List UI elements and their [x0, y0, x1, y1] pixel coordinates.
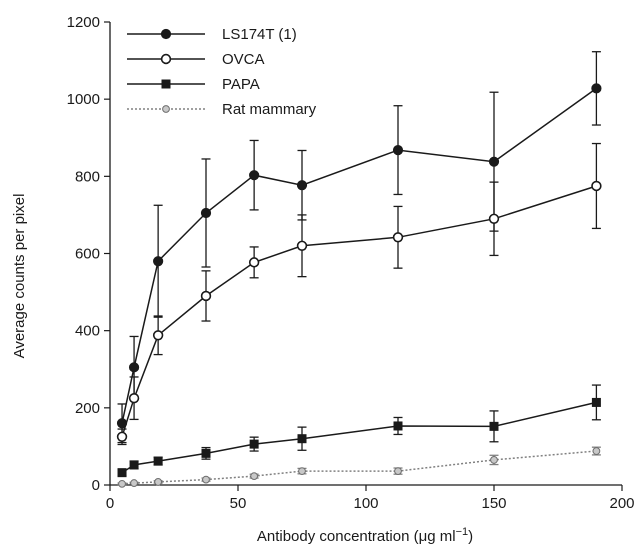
- y-tick-label: 200: [75, 400, 100, 417]
- x-axis-title-exponent: −1: [456, 526, 469, 538]
- series-rat-mammary: [117, 446, 601, 488]
- data-point: [591, 180, 602, 192]
- data-point: [161, 79, 171, 89]
- legend: LS174T (1) OVCA PAPA Rat mammary: [127, 26, 317, 118]
- data-point: [249, 170, 260, 181]
- y-tick-label: 1000: [67, 91, 100, 108]
- data-point: [592, 447, 601, 455]
- data-point: [201, 448, 211, 458]
- legend-item: PAPA: [127, 76, 260, 93]
- x-axis-title-main: Antibody concentration (μg ml: [257, 528, 456, 545]
- data-point: [200, 290, 212, 302]
- data-point: [117, 468, 127, 478]
- data-point: [154, 478, 163, 486]
- data-point: [393, 421, 403, 431]
- y-tick-label: 1200: [67, 14, 100, 31]
- data-point: [130, 479, 138, 487]
- data-point: [296, 240, 308, 251]
- data-point: [591, 83, 602, 94]
- x-tick-label: 150: [481, 495, 506, 512]
- x-tick-label: 0: [106, 495, 114, 512]
- series-line: [121, 185, 597, 438]
- data-point: [394, 467, 402, 476]
- data-point: [488, 213, 500, 224]
- legend-label: Rat mammary: [222, 101, 317, 118]
- series-layer: [116, 51, 602, 488]
- legend-label: PAPA: [222, 76, 260, 93]
- legend-label: LS174T (1): [222, 26, 297, 43]
- y-tick-label: 600: [75, 246, 100, 263]
- axes: [109, 22, 622, 486]
- data-point: [490, 456, 498, 464]
- y-tick-label: 800: [75, 168, 100, 185]
- x-axis-title: Antibody concentration (μg ml−1): [257, 526, 473, 545]
- x-tick-label: 100: [353, 495, 378, 512]
- data-point: [200, 207, 212, 219]
- series-ls174t-1: [116, 51, 602, 444]
- data-point: [128, 362, 140, 373]
- data-point: [202, 475, 210, 484]
- series-ovca: [116, 142, 602, 446]
- data-point: [162, 105, 170, 113]
- series-line: [121, 87, 597, 424]
- data-point: [128, 392, 140, 404]
- data-point: [248, 257, 260, 268]
- data-point: [118, 479, 126, 488]
- x-tick-label: 200: [609, 495, 634, 512]
- data-point: [488, 156, 500, 167]
- data-point: [392, 144, 404, 156]
- data-point: [152, 330, 164, 341]
- y-axis-title: Average counts per pixel: [11, 194, 28, 359]
- data-point: [296, 180, 308, 191]
- data-point: [129, 460, 139, 470]
- series-papa: [117, 384, 601, 478]
- data-point: [153, 256, 164, 267]
- data-point: [250, 472, 259, 481]
- data-point: [160, 53, 172, 65]
- tick-marks: [104, 21, 623, 491]
- data-point: [160, 28, 172, 40]
- tick-labels: 0 200 400 600 800 1000 1200 0 50 100 150 200: [67, 14, 635, 512]
- data-point: [392, 232, 404, 243]
- legend-item: OVCA: [127, 51, 265, 68]
- legend-label: OVCA: [222, 51, 265, 68]
- data-point: [249, 439, 259, 449]
- data-point: [153, 456, 163, 466]
- x-axis-title-close: ): [468, 528, 473, 545]
- series-line: [121, 401, 597, 474]
- y-tick-label: 0: [92, 477, 100, 494]
- data-point: [116, 431, 128, 442]
- legend-item: Rat mammary: [127, 101, 317, 118]
- legend-item: LS174T (1): [127, 26, 297, 43]
- data-point: [591, 397, 601, 407]
- data-point: [297, 434, 307, 444]
- data-point: [298, 467, 306, 476]
- x-tick-label: 50: [230, 495, 247, 512]
- data-point: [489, 421, 499, 431]
- y-tick-label: 400: [75, 323, 100, 340]
